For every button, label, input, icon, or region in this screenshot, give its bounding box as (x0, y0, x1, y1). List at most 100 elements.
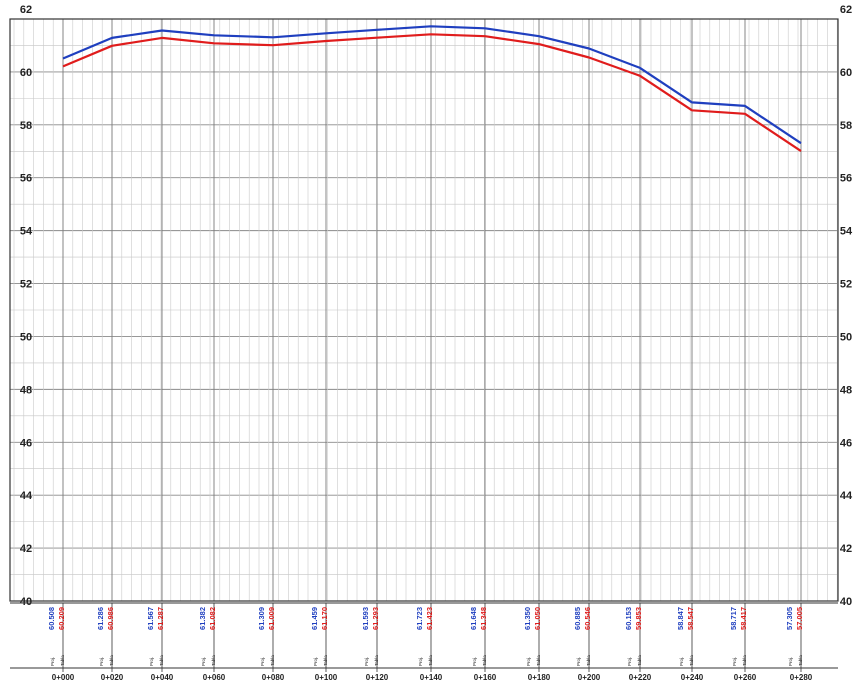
band-row-label: Proj. (576, 657, 581, 666)
y-tick-label-right: 58 (840, 120, 852, 132)
band-value-label: 60.508 (47, 607, 56, 630)
band-row-label: Proj. (679, 657, 684, 666)
band-row-label: Proj. (99, 657, 104, 666)
band-row-label: Proj. (50, 657, 55, 666)
band-row-label: Tabla (211, 655, 216, 666)
band-value-label: 61.309 (257, 607, 266, 630)
series-lines (62, 25, 802, 153)
band-value-label: 61.593 (361, 607, 370, 630)
x-tick-label: 0+000 (52, 673, 75, 682)
y-tick-label-left: 52 (20, 279, 32, 291)
band-value-label: 60.209 (57, 607, 66, 630)
band-value-label: 59.853 (634, 607, 643, 630)
plot-border (9, 18, 839, 602)
x-tick-label: 0+120 (366, 673, 389, 682)
x-tick-label: 0+220 (629, 673, 652, 682)
y-tick-label-left: 40 (20, 596, 32, 608)
band-row-label: Tabla (689, 655, 694, 666)
band-value-label: 58.847 (676, 607, 685, 630)
y-tick-label-left: 58 (20, 120, 32, 132)
band-value-label: 58.417 (739, 607, 748, 630)
band-value-label: 61.723 (415, 607, 424, 630)
x-tick-label: 0+140 (420, 673, 443, 682)
chart-grid (10, 18, 838, 602)
band-value-label: 61.286 (96, 607, 105, 630)
value-band: 60.508 60.209 Proj. Tabla 61.286 60.986 Proj. T… (10, 602, 838, 672)
band-value-label: 60.153 (624, 607, 633, 630)
y-tick-label-right: 44 (840, 490, 853, 502)
band-row-label: Tabla (637, 655, 642, 666)
band-value-label: 61.050 (533, 607, 542, 630)
x-tick-label: 0+020 (101, 673, 124, 682)
band-row-label: Tabla (798, 655, 803, 666)
x-tick-label: 0+080 (262, 673, 285, 682)
band-value-label: 61.459 (310, 607, 319, 630)
band-value-label: 61.648 (469, 607, 478, 630)
y-tick-label-right: 48 (840, 384, 852, 396)
y-axis-ticks: 40 40 42 42 44 44 46 46 48 48 50 50 52 52 54 54 56 56 58 58… (20, 4, 853, 608)
y-tick-label-right: 52 (840, 279, 852, 291)
band-row-label: Proj. (149, 657, 154, 666)
band-row-label: Proj. (201, 657, 206, 666)
band-value-label: 57.305 (785, 607, 794, 630)
y-tick-label-right: 60 (840, 67, 852, 79)
band-value-label: 57.005 (795, 607, 804, 630)
y-tick-label-right: 62 (840, 4, 852, 16)
y-tick-label-right: 40 (840, 596, 852, 608)
band-value-label: 58.717 (729, 607, 738, 630)
band-row-label: Tabla (60, 655, 65, 666)
x-tick-label: 0+260 (734, 673, 757, 682)
band-row-label: Proj. (260, 657, 265, 666)
x-axis-ticks: 0+000 0+020 0+040 0+060 0+080 0+100 0+120 0+140… (52, 673, 813, 682)
y-tick-label-left: 62 (20, 4, 32, 16)
y-tick-label-left: 46 (20, 437, 32, 449)
band-value-label: 61.082 (208, 607, 217, 630)
series-line-red (62, 33, 802, 153)
y-tick-label-right: 50 (840, 331, 852, 343)
band-value-label: 60.986 (106, 607, 115, 630)
chart-frame (9, 18, 839, 602)
x-tick-label: 0+040 (151, 673, 174, 682)
x-tick-label: 0+160 (474, 673, 497, 682)
x-tick-label: 0+060 (203, 673, 226, 682)
band-value-label: 61.423 (425, 607, 434, 630)
band-value-label: 61.287 (156, 607, 165, 630)
x-tick-label: 0+180 (528, 673, 551, 682)
band-row-label: Tabla (482, 655, 487, 666)
band-row-label: Tabla (109, 655, 114, 666)
band-value-label: 60.546 (583, 607, 592, 630)
band-row-label: Proj. (418, 657, 423, 666)
x-tick-label: 0+100 (315, 673, 338, 682)
band-value-label: 61.350 (523, 607, 532, 630)
band-row-label: Proj. (313, 657, 318, 666)
band-row-label: Proj. (526, 657, 531, 666)
band-row-label: Tabla (159, 655, 164, 666)
series-line-blue (62, 25, 802, 145)
y-tick-label-left: 56 (20, 173, 32, 185)
band-row-label: Tabla (742, 655, 747, 666)
y-tick-label-left: 50 (20, 331, 32, 343)
band-value-label: 61.170 (320, 607, 329, 630)
band-row-label: Tabla (586, 655, 591, 666)
y-tick-label-left: 42 (20, 543, 32, 555)
band-row-label: Tabla (374, 655, 379, 666)
band-row-label: Tabla (536, 655, 541, 666)
y-tick-label-left: 44 (20, 490, 33, 502)
band-row-label: Proj. (732, 657, 737, 666)
x-tick-label: 0+280 (790, 673, 813, 682)
y-tick-label-right: 42 (840, 543, 852, 555)
y-tick-label-left: 48 (20, 384, 32, 396)
band-value-label: 61.382 (198, 607, 207, 630)
band-value-label: 61.567 (146, 607, 155, 630)
band-value-label: 61.009 (267, 607, 276, 630)
band-value-label: 60.885 (573, 607, 582, 630)
band-row-label: Proj. (364, 657, 369, 666)
band-row-label: Proj. (627, 657, 632, 666)
y-tick-label-right: 54 (840, 226, 853, 238)
x-tick-label: 0+240 (681, 673, 704, 682)
band-row-label: Tabla (270, 655, 275, 666)
band-value-label: 61.293 (371, 607, 380, 630)
band-row-label: Tabla (428, 655, 433, 666)
y-tick-label-left: 54 (20, 226, 33, 238)
